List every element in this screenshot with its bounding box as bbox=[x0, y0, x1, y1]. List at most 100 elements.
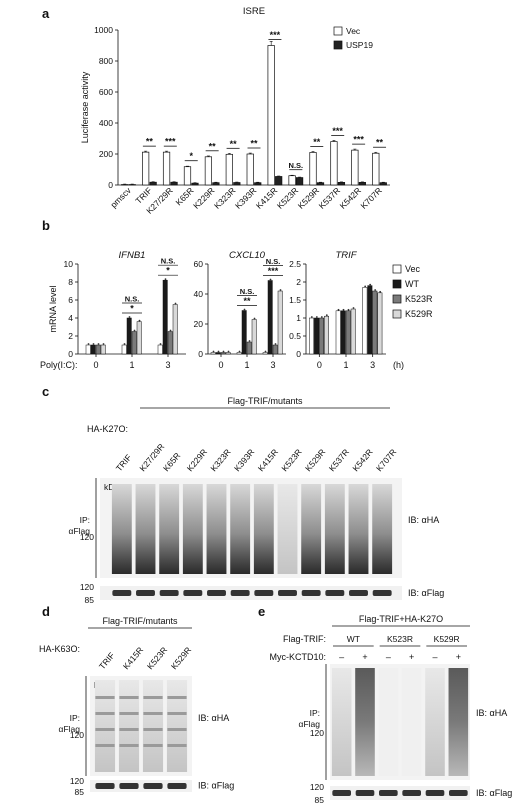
row1-label-e: Flag-TRIF: bbox=[283, 634, 326, 644]
blot-header: Flag-TRIF/mutants bbox=[227, 396, 303, 406]
blot-membrane-flag bbox=[90, 780, 192, 792]
flag-band-c bbox=[136, 590, 155, 596]
flag-band-c bbox=[207, 590, 226, 596]
bar-b-wt bbox=[90, 344, 96, 355]
smear-lane-c bbox=[301, 484, 322, 574]
blot-e: Flag-TRIF+HA-K27OkDa120IP:αFlag12085IB: … bbox=[269, 614, 512, 805]
blot-header: Flag-TRIF/mutants bbox=[102, 616, 178, 626]
sig-label-b: *** bbox=[268, 266, 279, 276]
smear-band-d bbox=[95, 696, 115, 699]
data-point-b bbox=[310, 316, 313, 318]
ib-flag-label: IB: αFlag bbox=[476, 788, 512, 798]
data-point-b bbox=[364, 285, 367, 288]
lane-label-c: K707R bbox=[374, 447, 398, 473]
smear-lane-c bbox=[372, 484, 393, 574]
data-point-b bbox=[379, 290, 382, 293]
bar-b-k523r bbox=[167, 331, 173, 355]
legend-swatch-a bbox=[333, 40, 343, 50]
flag-band-d bbox=[119, 783, 139, 789]
ib-ha-label: IB: αHA bbox=[476, 708, 507, 718]
flag-band-c bbox=[278, 590, 297, 596]
smear-lane-c bbox=[324, 484, 345, 574]
data-point-b bbox=[325, 314, 328, 317]
ib-ha-label: IB: αHA bbox=[408, 515, 439, 525]
bar-a-usp19 bbox=[191, 182, 199, 186]
y-tick-label-b: 0.5 bbox=[289, 331, 301, 341]
sign-label-e: – bbox=[339, 652, 344, 662]
y-tick-label-b: 40 bbox=[194, 289, 204, 299]
smear-band-d bbox=[119, 744, 139, 747]
smear-lane-e bbox=[401, 668, 422, 776]
smear-lane-e bbox=[378, 668, 399, 776]
sig-label-a: ** bbox=[250, 139, 258, 149]
smear-lane-d bbox=[118, 680, 140, 772]
ip-antibody: αFlag bbox=[69, 526, 91, 536]
smear-band-d bbox=[119, 728, 139, 731]
legend-swatch-a bbox=[333, 26, 343, 36]
flag-band-c bbox=[325, 590, 345, 596]
bar-a-vec bbox=[309, 152, 317, 186]
data-point-b bbox=[369, 283, 372, 286]
data-point-b bbox=[159, 343, 162, 345]
bar-b-wt bbox=[267, 280, 273, 355]
y-tick-label-b: 0 bbox=[296, 349, 301, 359]
blot-membrane-flag bbox=[100, 586, 402, 600]
sig-label-a: ** bbox=[376, 138, 384, 148]
y-axis-label-a: Luciferase activity bbox=[80, 71, 90, 143]
data-point-b bbox=[87, 343, 90, 345]
blot-header: Flag-TRIF+HA-K27O bbox=[359, 614, 443, 624]
x-tick-label-a: K229R bbox=[191, 185, 216, 210]
legend-label-a: Vec bbox=[346, 26, 361, 36]
bar-a-vec bbox=[351, 149, 359, 186]
data-point-b bbox=[269, 278, 272, 281]
smear-lane-c bbox=[182, 484, 203, 574]
smear-band-d bbox=[119, 712, 139, 715]
flag-band-c bbox=[112, 590, 132, 596]
x-tick-label-b: 3 bbox=[370, 360, 375, 370]
bar-b-vec bbox=[157, 344, 163, 355]
data-point-b bbox=[347, 308, 350, 311]
ib-ha-label: IB: αHA bbox=[198, 713, 229, 723]
flag-band-c bbox=[183, 590, 203, 596]
x-tick-label-b: 0 bbox=[93, 360, 98, 370]
y-tick-label-b: 8 bbox=[68, 277, 73, 287]
bar-a-usp19 bbox=[337, 182, 346, 186]
smear-band-d bbox=[119, 696, 139, 699]
bar-b-wt bbox=[340, 310, 346, 355]
lane-label-c: K523R bbox=[279, 447, 303, 473]
smear-lane-e bbox=[425, 668, 445, 776]
bar-b-k523r bbox=[131, 331, 137, 355]
lane-label-c: K529R bbox=[303, 447, 327, 473]
row2-label-e: Myc-KCTD10: bbox=[269, 652, 326, 662]
bar-b-k529r bbox=[350, 308, 356, 355]
smear-lane-c bbox=[135, 484, 156, 574]
x-tick-label-a: K537R bbox=[317, 185, 342, 210]
bar-a-usp19 bbox=[379, 182, 387, 186]
sig-label-b: * bbox=[130, 304, 134, 314]
smear-lane-c bbox=[253, 484, 274, 574]
bar-b-wt bbox=[314, 317, 319, 355]
sign-label-e: – bbox=[432, 652, 437, 662]
data-point-b bbox=[97, 343, 100, 345]
flag-band-d bbox=[95, 783, 115, 789]
sig-label-b: N.S. bbox=[161, 257, 176, 266]
bar-b-k529r bbox=[136, 321, 142, 355]
bar-a-usp19 bbox=[275, 176, 283, 186]
y-tick-label-b: 20 bbox=[194, 319, 204, 329]
lane-label-d: K523R bbox=[145, 645, 169, 671]
bar-b-vec bbox=[362, 287, 368, 355]
smear-lane-c bbox=[206, 484, 227, 574]
sig-label-a: ** bbox=[209, 141, 217, 151]
smear-lane-c bbox=[111, 484, 132, 574]
flag-band-e bbox=[332, 790, 351, 796]
bar-b-vec bbox=[210, 352, 216, 355]
bar-b-vec bbox=[262, 352, 268, 355]
y-tick-label-a: 800 bbox=[99, 56, 113, 66]
bar-b-wt bbox=[126, 317, 132, 355]
bar-a-vec bbox=[267, 45, 275, 186]
bar-b-k523r bbox=[220, 352, 226, 355]
panel-label-a: a bbox=[42, 6, 50, 21]
bar-a-usp19 bbox=[295, 177, 304, 186]
data-point-b bbox=[123, 343, 126, 345]
x-tick-label-a: K707R bbox=[358, 185, 383, 210]
